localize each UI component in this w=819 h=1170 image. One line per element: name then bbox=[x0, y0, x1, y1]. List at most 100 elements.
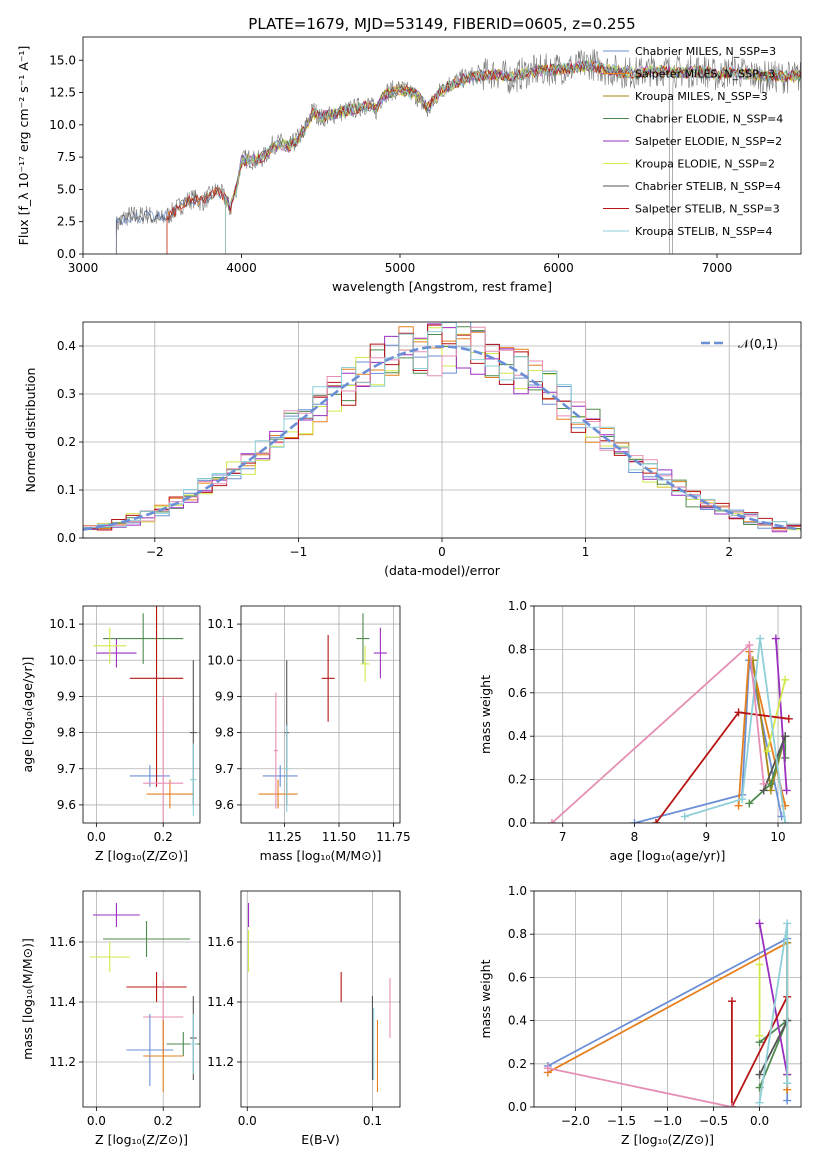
y-tick-label: 11.4 bbox=[49, 995, 76, 1009]
series-marker bbox=[543, 1064, 552, 1073]
x-tick-label: 9 bbox=[702, 830, 710, 844]
x-tick-label: 7 bbox=[559, 830, 567, 844]
series-marker bbox=[771, 634, 780, 643]
spectrum-panel: 3000 4000 5000 6000 7000 0.0 2.5 5.0 7.5 10.0 12.5… bbox=[16, 36, 802, 294]
y-tick-label: 15.0 bbox=[49, 53, 76, 67]
series-marker bbox=[734, 708, 743, 717]
series-marker bbox=[727, 1103, 736, 1107]
series-marker bbox=[755, 1070, 764, 1079]
data-point bbox=[284, 725, 289, 813]
model-line-kroupa-stelib bbox=[225, 59, 801, 254]
y-tick-label: 0.4 bbox=[508, 1014, 527, 1028]
series-marker bbox=[734, 801, 743, 810]
y-tick-label: 7.5 bbox=[57, 150, 76, 164]
x-tick-label: 0.2 bbox=[154, 1114, 173, 1128]
data-point bbox=[93, 903, 140, 927]
legend-entry: 𝒩(0,1) bbox=[738, 337, 778, 351]
x-tick-label: 2 bbox=[725, 545, 733, 559]
y-tick-label: 1.0 bbox=[508, 884, 527, 898]
series-pink bbox=[547, 641, 768, 823]
histogram-panel: −2 −1 0 1 2 0.0 0.1 0.2 0.3 0.4 (data-model)/error… bbox=[23, 321, 802, 578]
y-tick-label: 2.5 bbox=[57, 215, 76, 229]
series-kroupa-elodie bbox=[763, 675, 790, 756]
data-point bbox=[126, 1014, 174, 1086]
y-tick-label: 10.0 bbox=[49, 653, 76, 667]
series-marker bbox=[745, 799, 754, 808]
series-marker bbox=[783, 1096, 792, 1105]
plot-frame bbox=[82, 36, 802, 255]
points bbox=[89, 903, 200, 1092]
y-axis-label: age [log₁₀(age/yr)] bbox=[20, 657, 35, 773]
y-tick-label: 10.1 bbox=[49, 617, 76, 631]
y-tick-label: 0.0 bbox=[57, 247, 76, 261]
y-tick-label: 10.1 bbox=[207, 617, 234, 631]
data-point bbox=[258, 779, 298, 809]
y-tick-label: 11.4 bbox=[207, 995, 234, 1009]
mass-vs-z-panel: 0.0 0.2 11.2 11.4 11.6 Z [log₁₀(Z/Z⊙)] mass [l… bbox=[20, 890, 201, 1147]
legend-entry: Chabrier STELIB, N_SSP=4 bbox=[635, 180, 781, 193]
series-marker bbox=[781, 732, 790, 741]
points bbox=[258, 613, 387, 813]
x-tick-label: 0.0 bbox=[87, 830, 106, 844]
x-tick-label: −2.0 bbox=[561, 1114, 590, 1128]
age-vs-z-panel: 0.0 0.2 9.6 9.7 9.8 9.9 10.0 10.1 Z [log₁₀(Z/Z⊙)… bbox=[20, 605, 201, 863]
y-tick-label: 0.8 bbox=[508, 642, 527, 656]
x-tick-label: −1.0 bbox=[653, 1114, 682, 1128]
x-tick-label: −1 bbox=[290, 545, 308, 559]
data-point bbox=[373, 627, 387, 679]
normal-curve bbox=[83, 345, 801, 531]
plot-frame bbox=[82, 605, 201, 824]
data-point bbox=[356, 613, 370, 664]
model-line-salpeter-stelib bbox=[166, 60, 801, 254]
y-tick-label: 0.0 bbox=[508, 1100, 527, 1114]
series-chabrier-stelib bbox=[759, 732, 790, 795]
x-tick-label: −0.5 bbox=[699, 1114, 728, 1128]
x-axis-label: Z [log₁₀(Z/Z⊙)] bbox=[95, 848, 188, 863]
series-marker bbox=[756, 634, 765, 643]
plot-frame bbox=[82, 890, 201, 1108]
legend-entry: Chabrier MILES, N_SSP=3 bbox=[635, 45, 776, 58]
y-tick-label: 9.6 bbox=[215, 798, 234, 812]
x-tick-label: 0.0 bbox=[87, 1114, 106, 1128]
x-tick-label: 4000 bbox=[226, 261, 257, 275]
x-axis-label: (data-model)/error bbox=[384, 563, 501, 578]
x-tick-label: 0.0 bbox=[750, 1114, 769, 1128]
data-point bbox=[146, 779, 194, 809]
x-tick-label: 11.50 bbox=[322, 830, 356, 844]
series-salpeter-elodie bbox=[771, 634, 791, 795]
series-marker bbox=[630, 819, 639, 823]
x-axis-label: wavelength [Angstrom, rest frame] bbox=[332, 279, 552, 294]
legend-entry: Chabrier ELODIE, N_SSP=4 bbox=[635, 113, 783, 126]
series-marker bbox=[755, 919, 764, 928]
data-point bbox=[189, 1014, 197, 1074]
data-point bbox=[143, 1020, 184, 1092]
y-tick-label: 0.6 bbox=[508, 686, 527, 700]
series-marker bbox=[784, 714, 793, 723]
data-point bbox=[89, 942, 130, 972]
x-tick-label: 11.75 bbox=[376, 830, 410, 844]
data-point bbox=[143, 696, 184, 823]
series-kroupa-elodie bbox=[755, 960, 764, 1040]
series-line bbox=[684, 638, 787, 823]
y-axis-label: Flux [f_λ 10⁻¹⁷ erg cm⁻² s⁻¹ A⁻¹] bbox=[16, 46, 31, 246]
x-tick-label: 3000 bbox=[68, 261, 99, 275]
x-tick-label: −2 bbox=[146, 545, 164, 559]
series bbox=[543, 919, 792, 1107]
series-marker bbox=[727, 997, 736, 1006]
series-marker bbox=[766, 779, 775, 788]
x-tick-label: 0.1 bbox=[363, 1114, 382, 1128]
y-tick-label: 11.2 bbox=[49, 1055, 76, 1069]
series-salpeter-stelib bbox=[652, 708, 793, 823]
x-axis-label: age [log₁₀(age/yr)] bbox=[610, 848, 726, 863]
x-tick-label: 10 bbox=[770, 830, 785, 844]
panels: 3000 4000 5000 6000 70000.02.55.07.510.012.5… bbox=[16, 36, 802, 1147]
legend: Chabrier MILES, N_SSP=3 Salpeter MILES, N… bbox=[603, 45, 783, 238]
series bbox=[547, 634, 793, 823]
data-point bbox=[321, 634, 335, 722]
y-tick-label: 12.5 bbox=[49, 86, 76, 100]
points bbox=[247, 903, 391, 1092]
y-tick-label: 0.6 bbox=[508, 970, 527, 984]
y-tick-label: 11.6 bbox=[49, 935, 76, 949]
series-marker bbox=[781, 675, 790, 684]
